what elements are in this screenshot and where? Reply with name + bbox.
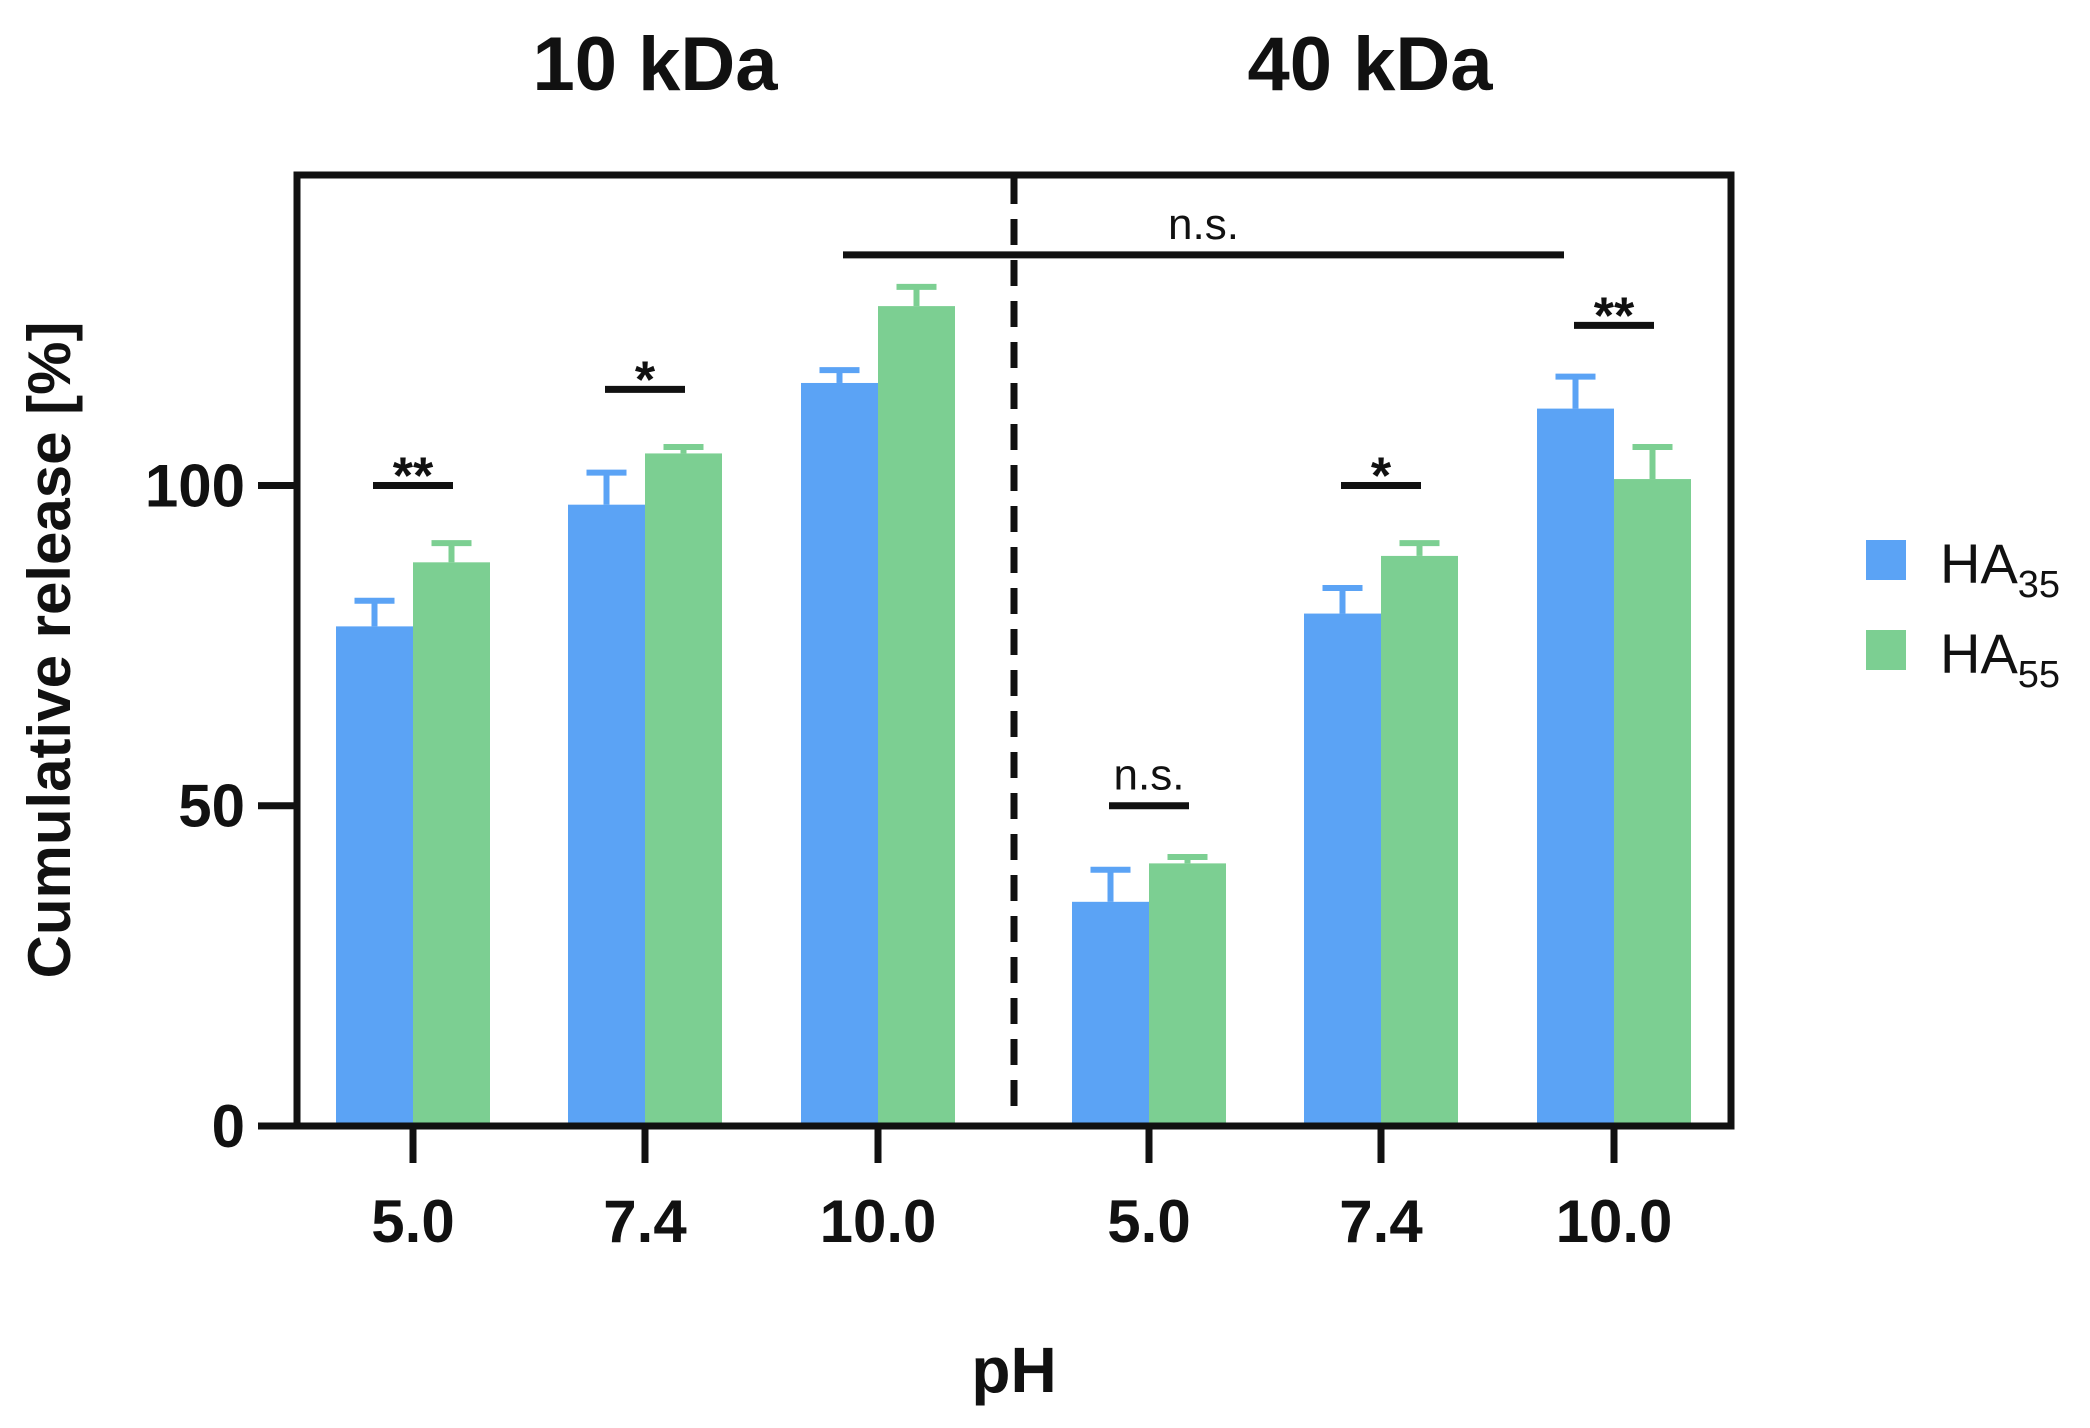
error-bar-series1-cat1 [663,444,704,454]
error-bar-series1-cat5 [1632,444,1673,480]
legend-swatch-ha55 [1866,630,1906,670]
error-bars-layer [354,283,1673,902]
error-bar-series1-cat4 [1399,540,1440,556]
error-bar-series1-cat2 [896,283,937,307]
error-bar-series0-cat3 [1090,866,1131,902]
legend-subscript-ha55: 55 [2018,654,2060,696]
significance-marker-5: n.s. [843,200,1564,259]
significance-label: ** [1594,287,1635,345]
bar-series0-cat4 [1304,613,1381,1126]
bar-series0-cat5 [1537,408,1614,1126]
bar-series1-cat2 [878,306,955,1126]
error-bar-series0-cat1 [586,469,627,505]
y-axis-label: Cumulative release [%] [16,322,83,979]
bar-series0-cat1 [568,504,645,1127]
x-tick-label: 5.0 [1107,1188,1190,1255]
y-tick-label: 50 [178,773,245,840]
bar-series0-cat2 [801,382,878,1126]
bar-series1-cat4 [1381,555,1458,1126]
error-bar-series1-cat3 [1167,853,1208,864]
significance-label: ** [393,447,434,505]
bars-layer [336,306,1691,1127]
y-tick-label: 100 [145,452,245,519]
plot-frame [293,171,1735,1130]
legend-label-ha35: HA35 [1940,532,2060,606]
x-axis-ticks: 5.0 7.4 10.0 5.0 7.4 10.0 [371,1126,1672,1255]
y-axis-ticks: 0 50 100 [145,452,297,1160]
x-tick-label: 10.0 [1556,1188,1673,1255]
significance-label: n.s. [1114,751,1185,800]
x-tick-label: 7.4 [603,1188,687,1255]
bar-series1-cat3 [1149,863,1226,1126]
significance-marker-1: * [605,351,685,409]
bar-series1-cat5 [1614,479,1691,1126]
group-title-10kda: 10 kDa [532,22,778,107]
error-bar-series1-cat0 [431,540,472,563]
legend-name-ha55: HA [1940,622,2018,685]
error-bar-series0-cat2 [819,367,860,383]
x-tick-label: 5.0 [371,1188,454,1255]
y-tick-label: 0 [212,1093,245,1160]
significance-layer: ******n.s.n.s. [373,200,1654,810]
legend: HA35 HA55 [1866,532,2060,696]
bar-series0-cat3 [1072,901,1149,1126]
bar-series0-cat0 [336,626,413,1126]
significance-marker-3: ** [1574,287,1654,345]
legend-name-ha35: HA [1940,532,2018,595]
group-title-40kda: 40 kDa [1247,22,1493,107]
significance-marker-0: ** [373,447,453,505]
error-bar-series0-cat5 [1555,373,1596,409]
legend-swatch-ha35 [1866,540,1906,580]
significance-label: * [1371,447,1392,505]
x-axis-label: pH [971,1334,1056,1406]
bar-series1-cat0 [413,562,490,1126]
legend-label-ha55: HA55 [1940,622,2060,696]
x-tick-label: 7.4 [1339,1188,1423,1255]
significance-marker-2: * [1341,447,1421,505]
significance-marker-4: n.s. [1109,751,1189,810]
error-bar-series0-cat0 [354,597,395,627]
error-bar-series0-cat4 [1322,584,1363,614]
bar-series1-cat1 [645,453,722,1126]
x-tick-label: 10.0 [820,1188,937,1255]
significance-label: * [635,351,656,409]
legend-subscript-ha35: 35 [2018,564,2060,606]
significance-label: n.s. [1168,200,1239,249]
